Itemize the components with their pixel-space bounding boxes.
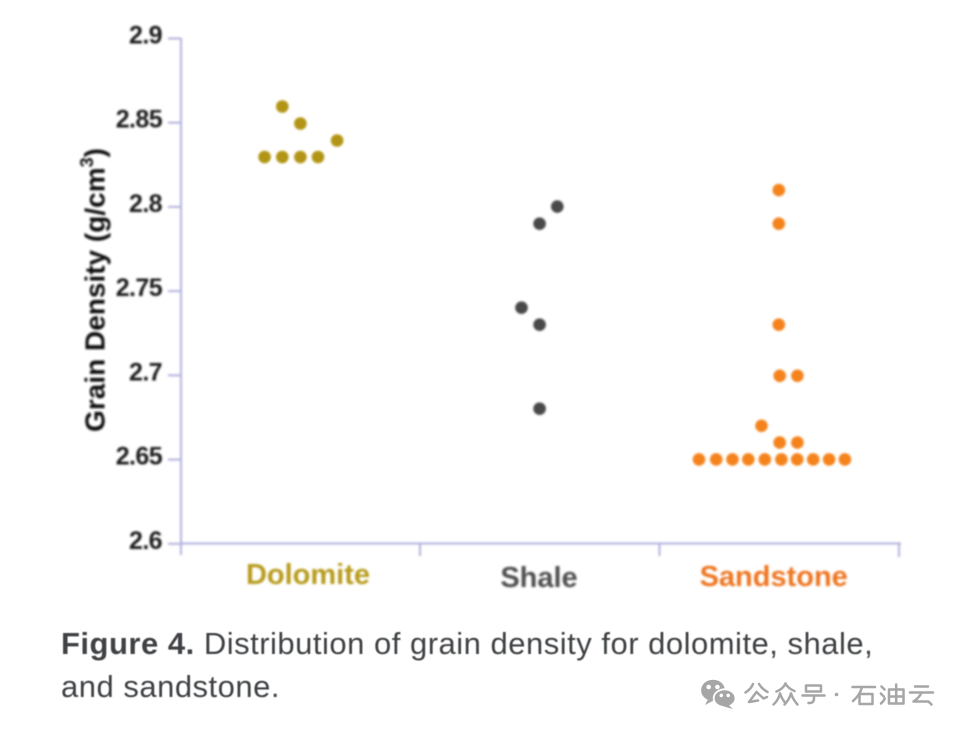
svg-text:2.75: 2.75 bbox=[116, 274, 163, 302]
svg-text:2.8: 2.8 bbox=[129, 190, 163, 218]
svg-text:and sandstone.: and sandstone. bbox=[61, 669, 280, 704]
svg-text:Dolomite: Dolomite bbox=[246, 559, 370, 591]
svg-text:Figure 4. Distribution of grai: Figure 4. Distribution of grain density … bbox=[61, 626, 873, 661]
svg-text:2.6: 2.6 bbox=[129, 527, 162, 555]
svg-text:2.7: 2.7 bbox=[129, 358, 162, 386]
svg-text:Shale: Shale bbox=[500, 562, 577, 594]
svg-text:2.85: 2.85 bbox=[116, 106, 163, 134]
svg-text:Sandstone: Sandstone bbox=[700, 561, 848, 593]
svg-text:2.9: 2.9 bbox=[129, 22, 162, 50]
svg-text:2.65: 2.65 bbox=[116, 443, 163, 471]
svg-text:Grain Density (g/cm3): Grain Density (g/cm3) bbox=[77, 148, 111, 432]
